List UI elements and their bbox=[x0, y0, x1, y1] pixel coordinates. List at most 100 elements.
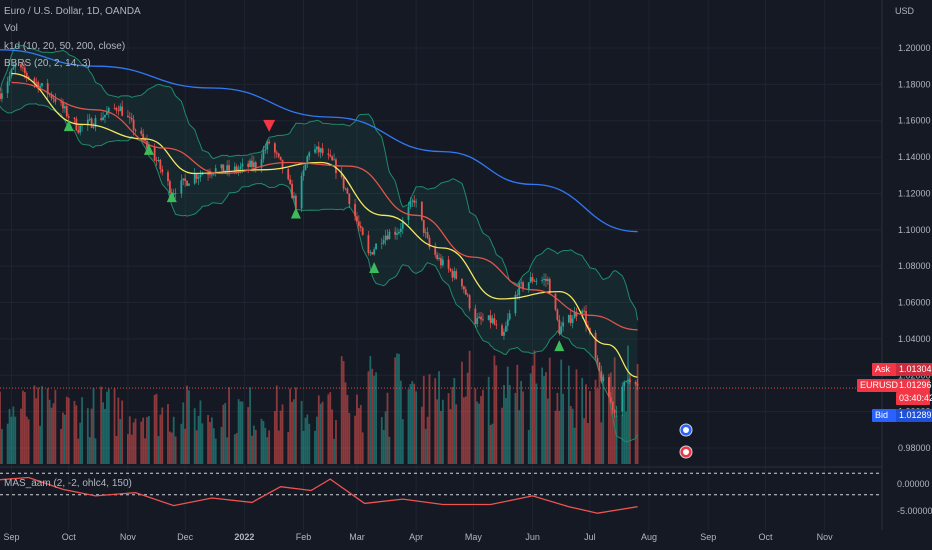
volume-bar bbox=[273, 410, 276, 464]
volume-bar bbox=[623, 387, 626, 464]
candle-body bbox=[327, 153, 330, 155]
candle-body bbox=[113, 107, 116, 109]
candle-body bbox=[506, 319, 509, 326]
candle-body bbox=[168, 181, 171, 193]
candle-body bbox=[503, 331, 505, 336]
candle-body bbox=[157, 159, 160, 161]
volume-bar bbox=[289, 388, 292, 464]
legend-bbrs[interactable]: BBRS (20, 2, 14, 3) bbox=[4, 58, 91, 69]
volume-bar bbox=[287, 432, 290, 464]
candle-body bbox=[438, 257, 440, 259]
candle-body bbox=[134, 129, 137, 131]
candle-body bbox=[228, 165, 230, 171]
candle-body bbox=[167, 172, 169, 182]
volume-bar bbox=[46, 388, 49, 464]
volume-bar bbox=[518, 410, 521, 464]
volume-bar bbox=[420, 406, 423, 464]
volume-bar bbox=[453, 378, 456, 464]
time-tick: May bbox=[465, 532, 483, 542]
candle-body bbox=[533, 281, 536, 282]
time-tick: Nov bbox=[817, 532, 834, 542]
candle-body bbox=[428, 237, 431, 248]
volume-bar bbox=[14, 416, 17, 464]
candle-body bbox=[197, 176, 200, 179]
candle-body bbox=[25, 72, 28, 77]
price-tick: 1.04000 bbox=[898, 334, 931, 344]
volume-bar bbox=[235, 433, 238, 464]
candle-body bbox=[407, 207, 410, 221]
volume-bar bbox=[531, 365, 534, 464]
candle-body bbox=[514, 294, 517, 314]
candle-body bbox=[380, 243, 383, 245]
candle-body bbox=[359, 225, 362, 228]
event-flag-icon-core bbox=[683, 427, 689, 433]
volume-bar bbox=[342, 361, 345, 464]
volume-bar bbox=[75, 405, 78, 464]
volume-bar bbox=[100, 386, 103, 464]
volume-bar bbox=[398, 353, 400, 464]
candle-body bbox=[627, 379, 629, 381]
candle-body bbox=[468, 295, 471, 309]
candle-body bbox=[319, 148, 322, 153]
volume-bar bbox=[64, 414, 66, 464]
candle-body bbox=[434, 247, 437, 255]
volume-bar bbox=[302, 430, 305, 464]
chart-axes: USD 1.20000 1.18000 1.16000 1.14000 1.12000 1.… bbox=[3, 6, 932, 542]
candle-body bbox=[241, 163, 244, 167]
buy-signal-icon bbox=[63, 120, 74, 132]
candle-body bbox=[275, 152, 278, 154]
bar-countdown: 03:40:42 bbox=[899, 393, 932, 403]
volume-bar bbox=[409, 384, 412, 464]
legend-mas-oscillator[interactable]: MAS_aam (2, -2, ohlc4, 150) bbox=[4, 478, 132, 489]
volume-bar bbox=[294, 387, 297, 464]
candle-body bbox=[294, 195, 297, 209]
volume-bar bbox=[25, 416, 28, 464]
volume-bar bbox=[594, 379, 597, 464]
candle-body bbox=[596, 358, 599, 363]
candle-body bbox=[501, 325, 503, 336]
candle-body bbox=[556, 309, 559, 320]
volume-bar bbox=[357, 408, 360, 464]
volume-bar bbox=[543, 376, 545, 464]
candle-body bbox=[273, 143, 276, 153]
candle-body bbox=[375, 243, 377, 250]
volume-bar bbox=[426, 416, 429, 464]
volume-bar bbox=[394, 357, 397, 464]
candle-body bbox=[14, 64, 17, 68]
candle-body bbox=[254, 162, 257, 168]
candle-body bbox=[613, 409, 616, 413]
candle-body bbox=[529, 277, 532, 283]
candle-body bbox=[346, 188, 349, 194]
candle-body bbox=[609, 397, 612, 402]
candle-body bbox=[304, 164, 307, 171]
candle-body bbox=[315, 146, 318, 150]
legend-ma[interactable]: k1d (10, 20, 50, 200, close) bbox=[4, 41, 126, 52]
volume-bar bbox=[558, 410, 561, 464]
volume-bar bbox=[447, 393, 450, 464]
volume-bar bbox=[134, 418, 137, 464]
volume-bar bbox=[48, 399, 51, 464]
volume-bar bbox=[90, 408, 93, 464]
volume-bar bbox=[348, 413, 351, 464]
candle-body bbox=[611, 401, 614, 410]
volume-bar bbox=[12, 406, 15, 464]
volume-bar bbox=[340, 356, 343, 464]
candle-body bbox=[235, 166, 238, 171]
volume-bar bbox=[193, 408, 196, 464]
volume-bar bbox=[476, 401, 479, 464]
candle-body bbox=[531, 277, 534, 282]
candle-body bbox=[293, 195, 295, 199]
volume-bar bbox=[608, 377, 610, 464]
candle-body bbox=[600, 371, 603, 382]
volume-bar bbox=[33, 385, 36, 464]
candle-body bbox=[73, 117, 76, 120]
volume-bar bbox=[92, 387, 95, 464]
candle-body bbox=[396, 233, 398, 235]
symbol-title[interactable]: Euro / U.S. Dollar, 1D, OANDA bbox=[4, 6, 141, 17]
volume-bar bbox=[560, 359, 563, 464]
volume-bar bbox=[491, 423, 494, 464]
candle-body bbox=[583, 310, 586, 312]
legend-vol[interactable]: Vol bbox=[4, 23, 18, 34]
volume-bar bbox=[147, 416, 150, 464]
